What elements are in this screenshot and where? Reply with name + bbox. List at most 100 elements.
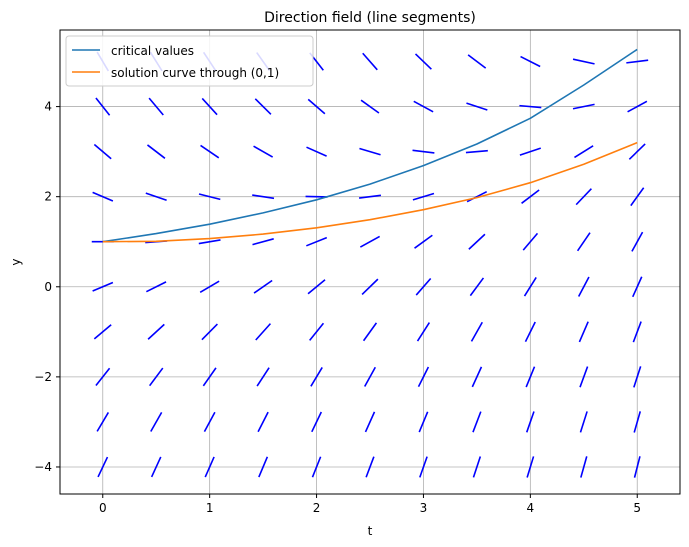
direction-segment — [145, 192, 167, 202]
direction-segment — [311, 411, 323, 433]
direction-segment — [577, 276, 590, 297]
direction-segment — [199, 280, 220, 294]
direction-segment — [574, 145, 594, 159]
direction-segment — [522, 232, 539, 251]
direction-segment — [419, 456, 428, 478]
direction-segment — [628, 143, 646, 160]
direction-segment — [413, 100, 434, 113]
direction-segment — [465, 149, 488, 154]
direction-segment — [148, 97, 164, 116]
direction-segment — [630, 187, 645, 207]
direction-segment — [201, 323, 218, 341]
direction-segment — [365, 456, 375, 478]
direction-segment — [201, 97, 218, 116]
direction-segment — [627, 100, 648, 113]
direction-segment — [414, 53, 432, 70]
direction-segment — [150, 456, 162, 478]
direction-segment — [92, 191, 114, 202]
legend-box — [65, 35, 314, 87]
direction-segment — [309, 322, 325, 341]
x-tick-label: 3 — [420, 501, 428, 515]
direction-segment — [525, 411, 535, 433]
direction-segment — [311, 456, 322, 478]
direction-segment — [257, 411, 269, 433]
direction-segment — [471, 366, 483, 388]
y-axis-label: y — [9, 258, 23, 265]
y-tick-label: 2 — [44, 190, 52, 204]
series-line-solution-curve — [102, 141, 638, 243]
y-tick-label: −2 — [34, 370, 52, 384]
direction-segment — [198, 193, 221, 201]
direction-segment — [255, 323, 272, 341]
direction-segment — [417, 366, 430, 388]
direction-segment — [93, 324, 112, 340]
direction-segment — [416, 322, 431, 342]
direction-segment — [310, 367, 323, 387]
direction-segment — [631, 231, 644, 252]
direction-segment — [466, 190, 488, 203]
direction-segment — [472, 411, 482, 433]
direction-segment — [97, 456, 109, 478]
direction-segment — [578, 321, 589, 343]
direction-segment — [364, 411, 376, 433]
x-tick-label: 0 — [99, 501, 107, 515]
series-lines — [102, 48, 638, 243]
y-tick-label: −4 — [34, 460, 52, 474]
direction-segment — [626, 59, 649, 64]
legend-label-critical-values: critical values — [111, 44, 194, 58]
direction-segment — [414, 234, 433, 249]
direction-segment — [202, 367, 217, 387]
legend: critical values solution curve through (… — [65, 35, 314, 87]
direction-segment — [203, 411, 216, 432]
direction-segment — [363, 366, 377, 387]
direction-segment — [147, 323, 165, 340]
direction-segment — [253, 279, 273, 294]
x-tick-label: 4 — [527, 501, 535, 515]
direction-segment — [306, 146, 327, 157]
plot-background — [60, 30, 680, 494]
direction-segment — [572, 58, 595, 65]
direction-segment — [198, 239, 221, 245]
direction-segment — [95, 97, 111, 116]
direction-segment — [412, 192, 435, 201]
direction-segment — [361, 278, 379, 296]
direction-segment — [306, 236, 328, 247]
direction-segment — [632, 321, 642, 343]
direction-segment — [93, 143, 112, 160]
direction-segment — [525, 366, 536, 388]
direction-segment — [96, 412, 110, 432]
direction-segment — [418, 411, 429, 433]
direction-segment — [359, 147, 381, 156]
direction-segment — [524, 321, 536, 343]
direction-segment — [520, 55, 541, 68]
direction-segment — [572, 103, 595, 110]
direction-segment — [358, 194, 382, 199]
direction-segment — [415, 277, 432, 296]
x-tick-label: 1 — [206, 501, 214, 515]
direction-segment — [150, 411, 163, 432]
series-line-critical-values — [102, 48, 638, 243]
y-tick-label: 4 — [44, 100, 52, 114]
x-axis-label: t — [368, 524, 373, 538]
direction-segment — [252, 194, 275, 200]
direction-segment — [472, 456, 482, 478]
y-axis-ticks: −4 −2 0 2 4 — [34, 100, 60, 474]
direction-segment — [469, 277, 485, 297]
direction-segment — [362, 52, 378, 71]
x-tick-label: 2 — [313, 501, 321, 515]
direction-segment — [200, 144, 220, 159]
direction-segment — [252, 238, 274, 246]
direction-segment — [523, 277, 537, 297]
direction-segment — [526, 456, 535, 478]
direction-segment — [470, 321, 483, 342]
direction-segment — [204, 456, 215, 478]
direction-segment — [467, 54, 487, 69]
direction-segment — [575, 188, 592, 206]
plot-area — [59, 29, 681, 495]
direction-segment — [256, 367, 270, 387]
y-tick-label: 0 — [44, 280, 52, 294]
direction-segment — [360, 99, 380, 114]
direction-segment — [579, 411, 588, 433]
direction-segment — [632, 276, 643, 298]
direction-segment — [254, 98, 272, 115]
